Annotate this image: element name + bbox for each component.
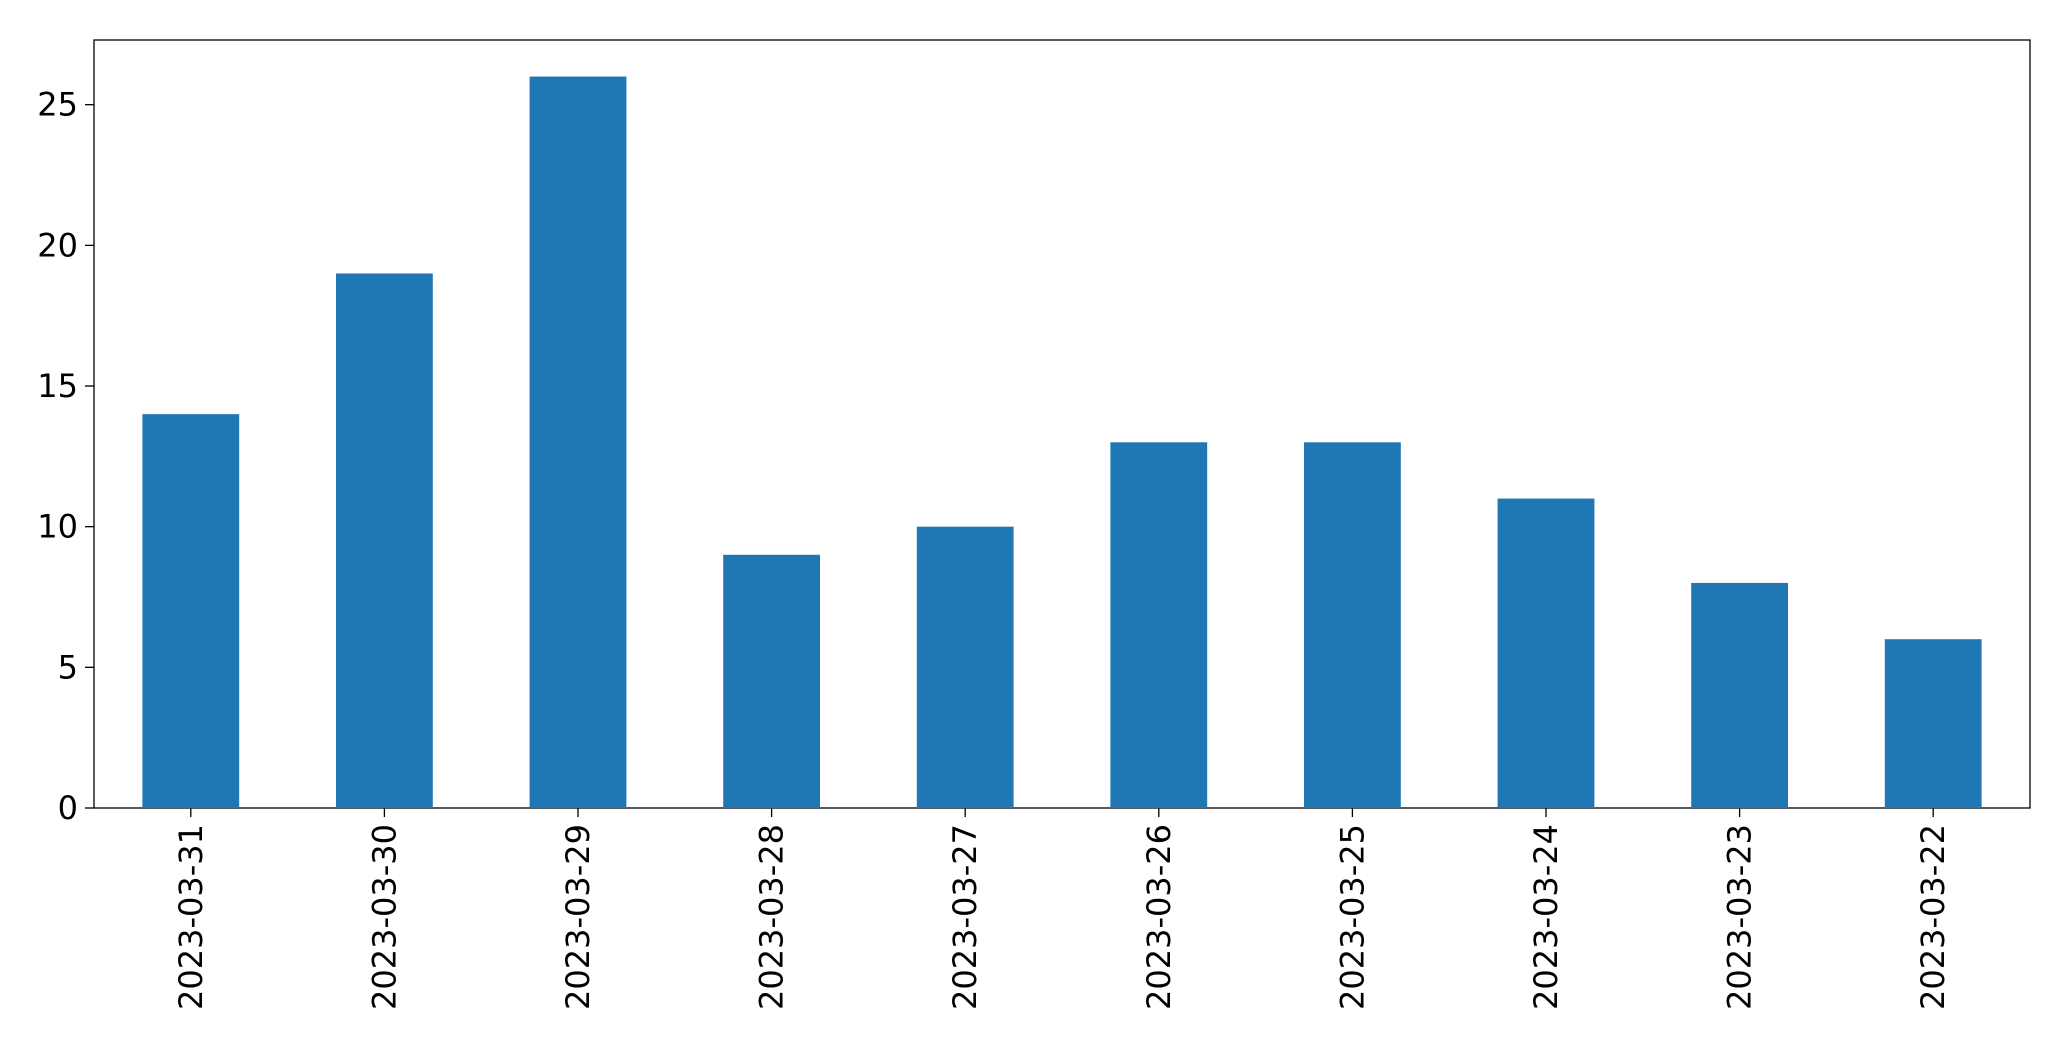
bar (1304, 442, 1401, 808)
x-tick-label: 2023-03-25 (1333, 824, 1371, 1010)
y-tick-label: 25 (37, 86, 78, 124)
bar (1110, 442, 1208, 808)
x-tick-label: 2023-03-23 (1721, 824, 1759, 1010)
bar (142, 414, 240, 808)
bar (529, 76, 627, 809)
x-tick-label: 2023-03-31 (172, 824, 210, 1010)
y-tick-label: 0 (58, 789, 78, 827)
y-tick-label: 5 (58, 648, 78, 686)
x-tick-label: 2023-03-29 (559, 824, 597, 1010)
x-tick-label: 2023-03-28 (753, 824, 791, 1010)
bar (1497, 498, 1595, 808)
x-tick-label: 2023-03-24 (1527, 824, 1565, 1010)
bar (1884, 639, 1982, 808)
y-tick-label: 15 (37, 367, 78, 405)
y-tick-label: 10 (37, 508, 78, 546)
x-tick-label: 2023-03-26 (1140, 824, 1178, 1010)
bar (723, 554, 820, 808)
x-tick-label: 2023-03-22 (1914, 824, 1952, 1010)
bar (1691, 582, 1788, 808)
x-tick-label: 2023-03-30 (365, 824, 403, 1010)
y-tick-label: 20 (37, 226, 78, 264)
x-tick-label: 2023-03-27 (946, 824, 984, 1010)
bar (336, 273, 433, 808)
plot-frame (93, 39, 2031, 809)
bar (916, 526, 1014, 808)
